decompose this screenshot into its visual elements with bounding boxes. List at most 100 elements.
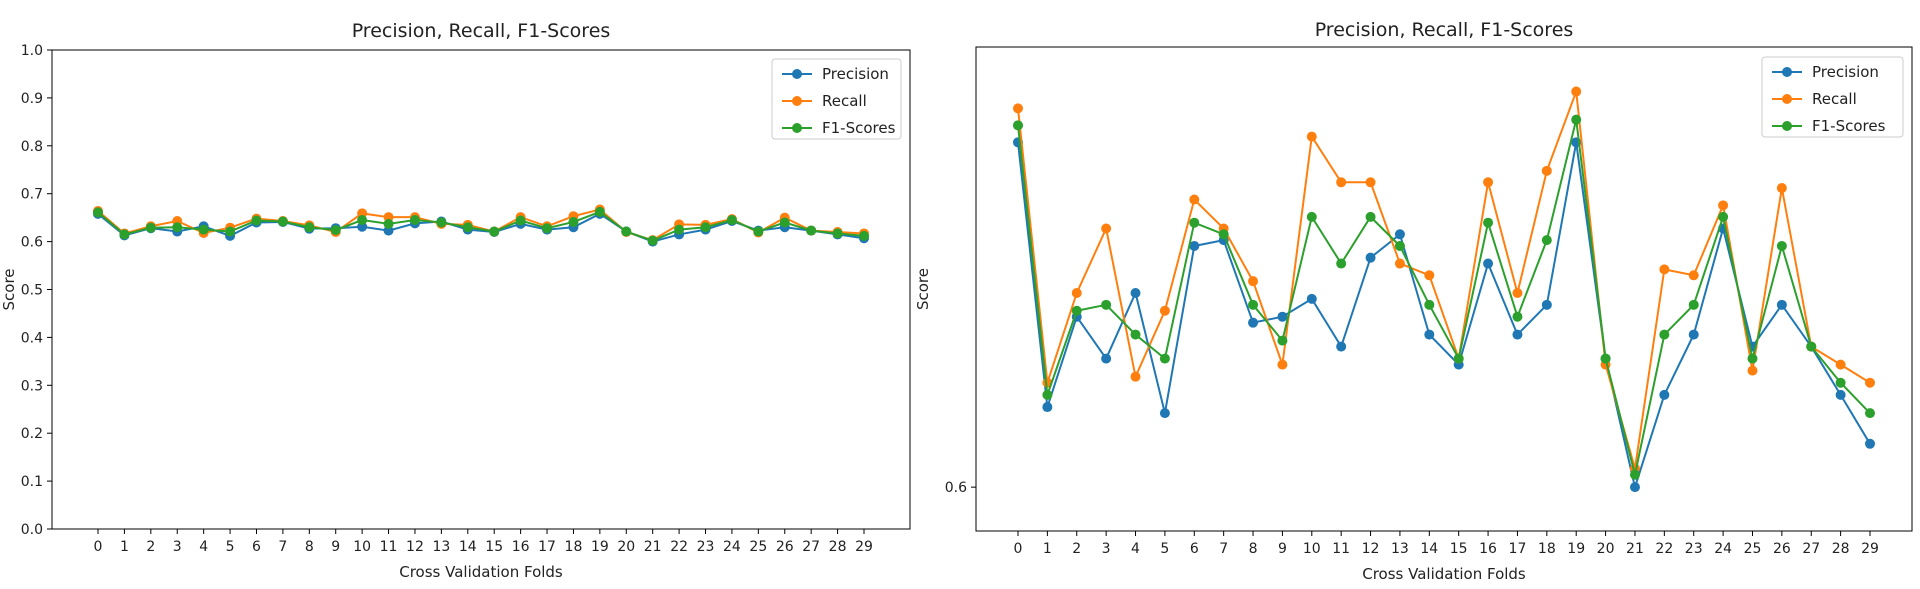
x-tick-label: 14	[459, 539, 477, 555]
data-point-f1-scores	[225, 226, 236, 237]
data-point-f1-scores	[1306, 211, 1317, 222]
data-point-recall	[1306, 131, 1317, 142]
data-point-precision	[1306, 293, 1317, 304]
x-tick-label: 3	[173, 539, 182, 555]
series-line-precision	[1017, 142, 1871, 491]
x-tick-label: 5	[226, 539, 235, 555]
data-point-f1-scores	[1394, 240, 1405, 251]
y-tick-label: 0.6	[945, 480, 967, 496]
data-point-recall	[1159, 305, 1170, 316]
data-point-recall	[1424, 270, 1435, 281]
x-tick-label: 26	[1773, 541, 1791, 557]
data-point-precision	[1394, 229, 1405, 240]
data-point-f1-scores	[357, 215, 368, 226]
data-point-f1-scores	[277, 216, 288, 227]
data-point-f1-scores	[515, 215, 526, 226]
x-tick-label: 1	[120, 539, 129, 555]
x-tick-label: 13	[432, 539, 450, 555]
x-tick-label: 20	[617, 539, 635, 555]
data-point-f1-scores	[1189, 217, 1200, 228]
x-tick-label: 8	[1249, 541, 1258, 557]
data-point-f1-scores	[172, 222, 183, 233]
legend-marker	[1782, 94, 1792, 104]
y-tick-label: 1.0	[21, 43, 43, 59]
legend-label: Recall	[822, 92, 867, 110]
data-point-f1-scores	[1483, 217, 1494, 228]
legend: Precision Recall F1-Scores	[771, 58, 902, 140]
data-point-f1-scores	[1688, 299, 1699, 310]
data-point-f1-scores	[1101, 299, 1112, 310]
data-point-recall	[1130, 371, 1141, 382]
data-point-recall	[1835, 359, 1846, 370]
y-axis-label: Score	[0, 268, 18, 310]
y-tick-label: 0.9	[21, 91, 43, 107]
data-point-precision	[1776, 299, 1787, 310]
x-tick-label: 24	[1714, 541, 1732, 557]
data-point-recall	[1101, 223, 1112, 234]
data-point-f1-scores	[330, 225, 341, 236]
data-point-f1-scores	[674, 224, 685, 235]
x-tick-label: 21	[644, 539, 662, 555]
data-point-recall	[1071, 287, 1082, 298]
x-tick-label: 10	[1303, 541, 1321, 557]
x-tick-label: 29	[855, 539, 873, 555]
data-point-f1-scores	[1659, 329, 1670, 340]
data-point-f1-scores	[1747, 353, 1758, 364]
x-tick-label: 20	[1597, 541, 1615, 557]
x-tick-label: 19	[591, 539, 609, 555]
data-point-f1-scores	[726, 215, 737, 226]
x-tick-label: 27	[802, 539, 820, 555]
plot-frame	[975, 46, 1913, 532]
data-point-f1-scores	[1541, 235, 1552, 246]
data-point-f1-scores	[1806, 341, 1817, 352]
x-tick-label: 28	[829, 539, 847, 555]
legend-marker	[1782, 67, 1792, 77]
x-tick-label: 25	[749, 539, 767, 555]
x-tick-label: 2	[146, 539, 155, 555]
x-tick-label: 7	[1219, 541, 1228, 557]
x-tick-label: 17	[538, 539, 556, 555]
x-tick-label: 0	[94, 539, 103, 555]
data-point-f1-scores	[542, 223, 553, 234]
x-tick-label: 11	[1332, 541, 1350, 557]
x-tick-label: 18	[1538, 541, 1556, 557]
series-line-recall	[1017, 91, 1871, 469]
y-tick-label: 0.0	[21, 522, 43, 538]
data-point-f1-scores	[1071, 305, 1082, 316]
x-tick-label: 4	[1131, 541, 1140, 557]
chart-2: Precision, Recall, F1-Scores Cross Valida…	[914, 19, 1913, 583]
x-tick-label: 9	[1278, 541, 1287, 557]
y-tick-label: 0.8	[21, 139, 43, 155]
x-tick-label: 23	[1685, 541, 1703, 557]
data-point-f1-scores	[1365, 211, 1376, 222]
data-point-recall	[1013, 103, 1023, 114]
legend-marker	[792, 123, 802, 133]
x-axis-label: Cross Validation Folds	[1362, 565, 1526, 583]
data-point-f1-scores	[1042, 389, 1053, 400]
chart-1: Precision, Recall, F1-Scores Cross Valida…	[0, 20, 911, 581]
data-point-recall	[1336, 177, 1347, 188]
y-tick-label: 0.3	[21, 378, 43, 394]
series-line-recall	[97, 208, 865, 242]
x-tick-label: 29	[1861, 541, 1879, 557]
data-point-precision	[1336, 341, 1347, 352]
legend-label: Precision	[1812, 63, 1879, 81]
data-point-f1-scores	[1130, 329, 1141, 340]
data-point-recall	[1688, 270, 1699, 281]
data-point-f1-scores	[594, 206, 605, 217]
data-point-f1-scores	[1629, 469, 1640, 480]
x-tick-label: 13	[1391, 541, 1409, 557]
y-tick-label: 0.6	[21, 235, 43, 251]
y-tick-label: 0.5	[21, 283, 43, 299]
data-point-precision	[1365, 252, 1376, 263]
data-point-f1-scores	[1424, 299, 1435, 310]
data-point-precision	[1130, 287, 1141, 298]
data-point-f1-scores	[1512, 311, 1523, 322]
x-tick-label: 27	[1802, 541, 1820, 557]
x-tick-label: 8	[305, 539, 314, 555]
data-point-precision	[1101, 353, 1112, 364]
data-point-f1-scores	[145, 222, 156, 233]
data-point-precision	[1424, 329, 1435, 340]
x-tick-label: 9	[331, 539, 340, 555]
x-tick-label: 18	[565, 539, 583, 555]
